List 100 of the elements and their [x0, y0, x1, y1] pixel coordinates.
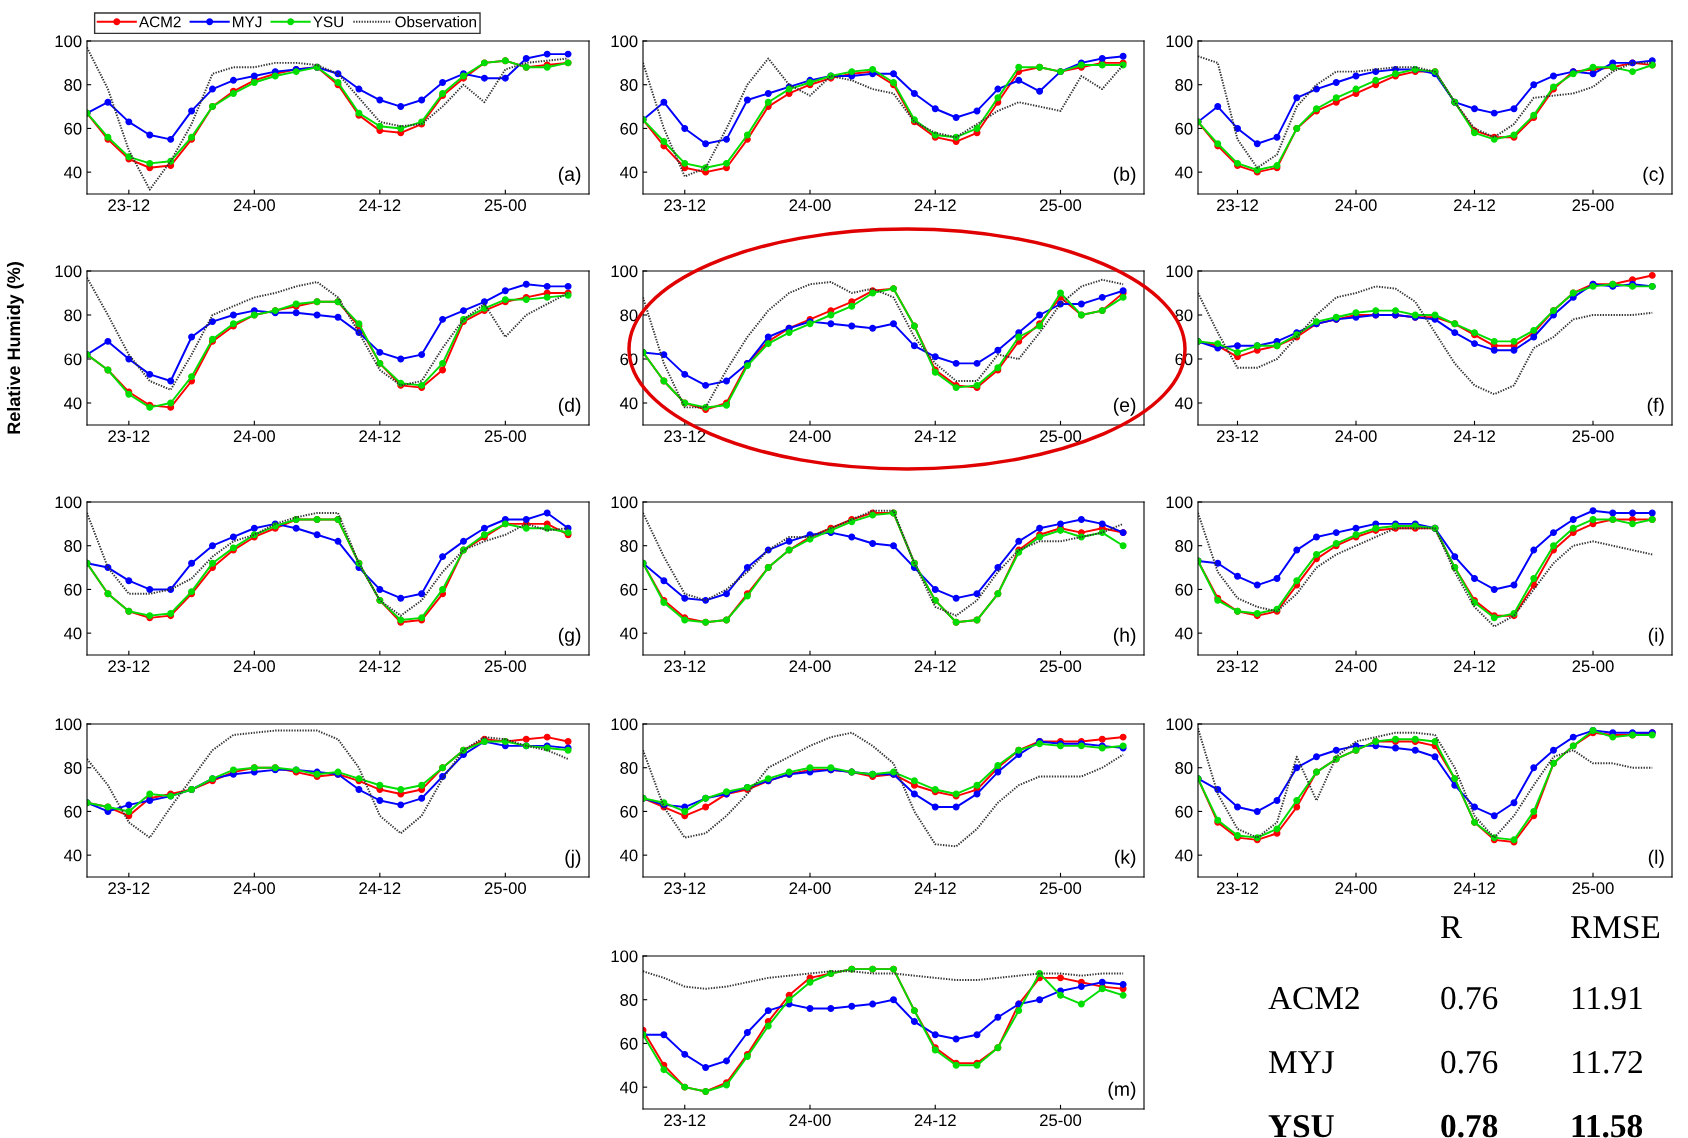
y-tick-label: 80 — [64, 309, 82, 322]
x-tick-label: 25-00 — [1040, 660, 1082, 673]
y-tick-label: 40 — [619, 397, 638, 410]
x-tick-label: 23-12 — [108, 882, 150, 895]
y-tick-label: 80 — [64, 79, 82, 91]
y-tick-label: 60 — [1175, 805, 1193, 818]
y-tick-label: 60 — [620, 122, 638, 135]
y-tick-label: 60 — [64, 122, 82, 135]
x-tick-label: 25-00 — [1572, 199, 1614, 212]
y-tick-label: 40 — [619, 166, 638, 179]
y-tick-label: 100 — [55, 496, 82, 509]
annotation: (f) — [1647, 397, 1664, 416]
x-tick-label: 24-12 — [914, 882, 956, 894]
x-tick-label: 24-00 — [1335, 660, 1377, 673]
y-tick-label: 80 — [1175, 762, 1193, 774]
annotation: (a) — [558, 166, 581, 185]
y-tick-label: 40 — [1174, 627, 1193, 640]
x-tick-label: 25-00 — [1572, 660, 1614, 673]
y-tick-label: 40 — [63, 849, 82, 862]
x-tick-label: 25-00 — [484, 660, 526, 673]
y-tick-label: 100 — [611, 265, 638, 278]
annotation: (l) — [1648, 849, 1664, 868]
x-tick-label: 24-00 — [789, 882, 831, 895]
text: 0.76 — [1441, 986, 1498, 1010]
y-tick-label: 60 — [1175, 583, 1193, 596]
text: 0.78 — [1441, 1114, 1498, 1138]
y-tick-label: 40 — [63, 627, 82, 640]
annotation: (d) — [558, 397, 581, 416]
x-tick-label: 24-12 — [359, 660, 401, 672]
y-tick-label: 40 — [619, 627, 638, 640]
y-tick-label: 40 — [63, 397, 82, 410]
annotation: (e) — [1113, 397, 1136, 416]
y-tick-label: 100 — [611, 718, 638, 731]
y-tick-label: 80 — [1175, 79, 1193, 91]
annotation: (j) — [565, 849, 581, 868]
text: ACM2 — [1268, 986, 1359, 1010]
y-tick-label: 100 — [55, 718, 82, 731]
x-tick-label: 24-12 — [1454, 660, 1495, 672]
x-tick-label: 25-00 — [1040, 430, 1082, 443]
legend-label: ACM2 — [138, 16, 181, 28]
y-tick-label: 40 — [619, 1081, 638, 1094]
y-axis-title: Relative Humidy (%) — [6, 262, 24, 434]
text: 0.76 — [1441, 1050, 1498, 1074]
x-tick-label: 25-00 — [484, 199, 526, 212]
y-tick-label: 60 — [620, 1037, 638, 1050]
annotation: (c) — [1643, 166, 1664, 185]
y-tick-label: 100 — [1166, 496, 1193, 509]
y-tick-label: 100 — [55, 265, 82, 278]
x-tick-label: 24-00 — [1335, 430, 1377, 443]
text: RMSE — [1570, 915, 1660, 939]
y-tick-label: 100 — [1166, 265, 1193, 278]
annotation: (m) — [1108, 1081, 1136, 1100]
x-tick-label: 24-12 — [359, 430, 401, 442]
y-tick-label: 80 — [620, 994, 638, 1006]
y-tick-label: 80 — [620, 540, 638, 552]
text: MYJ — [1268, 1051, 1334, 1074]
x-tick-label: 24-00 — [789, 430, 831, 443]
annotation: (g) — [558, 627, 581, 646]
annotation: (b) — [1113, 166, 1136, 185]
y-tick-label: 80 — [620, 762, 638, 774]
x-tick-label: 24-12 — [359, 882, 401, 894]
x-tick-label: 24-00 — [1335, 199, 1377, 212]
text: YSU — [1268, 1114, 1334, 1138]
x-tick-label: 25-00 — [1040, 882, 1082, 895]
x-tick-label: 23-12 — [108, 660, 150, 673]
text: R — [1440, 916, 1463, 939]
x-tick-label: 24-12 — [914, 430, 956, 442]
x-tick-label: 24-00 — [789, 660, 831, 673]
text: 11.72 — [1572, 1050, 1642, 1074]
x-tick-label: 23-12 — [108, 199, 150, 212]
x-tick-label: 25-00 — [1040, 199, 1082, 212]
x-tick-label: 24-00 — [233, 882, 275, 895]
legend-label: MYJ — [233, 16, 262, 28]
x-tick-label: 23-12 — [1217, 882, 1258, 895]
y-tick-label: 80 — [1175, 540, 1193, 552]
y-tick-label: 60 — [620, 805, 638, 818]
y-tick-label: 80 — [620, 79, 638, 91]
y-tick-label: 100 — [1166, 35, 1193, 48]
x-tick-label: 24-00 — [1335, 882, 1377, 895]
x-tick-label: 24-12 — [359, 199, 401, 211]
x-tick-label: 24-12 — [1454, 430, 1495, 442]
x-tick-label: 25-00 — [1572, 882, 1614, 895]
x-tick-label: 24-12 — [1454, 199, 1495, 211]
x-tick-label: 24-00 — [233, 660, 275, 673]
x-tick-label: 24-00 — [789, 1114, 831, 1127]
legend-label: YSU — [313, 16, 344, 28]
text: 11.58 — [1572, 1114, 1643, 1138]
text: 11.91 — [1572, 986, 1642, 1010]
x-tick-label: 24-00 — [233, 430, 275, 443]
y-tick-label: 40 — [1174, 166, 1193, 179]
x-tick-label: 23-12 — [1217, 660, 1258, 673]
x-tick-label: 25-00 — [1040, 1114, 1082, 1127]
x-tick-label: 23-12 — [664, 430, 706, 443]
y-tick-label: 100 — [55, 35, 82, 48]
y-tick-label: 40 — [619, 849, 638, 862]
y-tick-label: 60 — [1175, 122, 1193, 135]
x-tick-label: 24-12 — [914, 660, 956, 672]
x-tick-label: 24-12 — [1454, 882, 1495, 894]
y-tick-label: 80 — [64, 540, 82, 552]
y-tick-label: 100 — [611, 496, 638, 509]
